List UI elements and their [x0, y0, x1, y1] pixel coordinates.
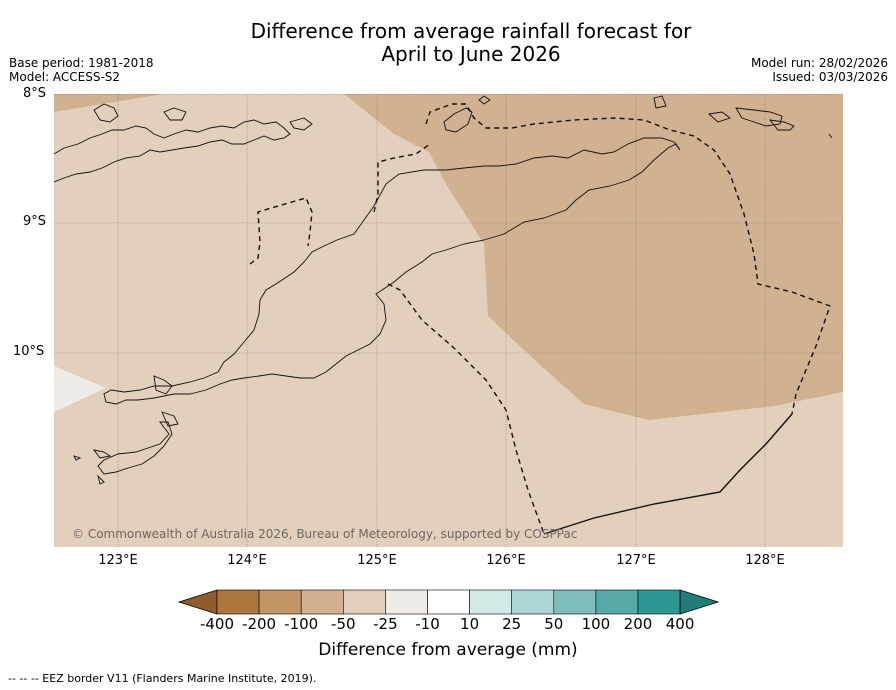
eez-footnote: -- -- -- EEZ border V11 (Flanders Marine… — [8, 672, 317, 685]
title-line-2: April to June 2026 — [381, 42, 561, 66]
colorbar-segment — [553, 589, 597, 615]
lon-label-123e: 123°E — [98, 553, 138, 568]
colorbar-tick-label: 10 — [460, 615, 480, 633]
lon-label-125e: 125°E — [357, 553, 397, 568]
colorbar-tick-label: 100 — [581, 615, 611, 633]
chart-title: Difference from average rainfall forecas… — [0, 20, 896, 66]
title-line-1: Difference from average rainfall forecas… — [250, 19, 692, 43]
colorbar-segment — [637, 589, 681, 615]
colorbar-label: Difference from average (mm) — [318, 640, 578, 660]
colorbar-segments — [178, 589, 720, 615]
base-period: Base period: 1981-2018 — [9, 56, 154, 70]
lon-label-127e: 127°E — [616, 553, 656, 568]
lon-label-124e: 124°E — [227, 553, 267, 568]
coast-timor — [103, 137, 681, 405]
colorbar-segment — [258, 589, 302, 615]
colorbar-segment — [343, 589, 386, 615]
coast-alor-islands — [443, 95, 491, 133]
eez-line-south-solid — [543, 413, 793, 535]
colorbar-tick-label: -25 — [373, 615, 398, 633]
colorbar-segment — [427, 589, 470, 615]
issued-date: Issued: 03/03/2026 — [772, 70, 888, 84]
anomaly-region-minus-10 — [54, 366, 106, 412]
colorbar-segment — [385, 589, 428, 615]
coast-sumba-rote — [73, 375, 179, 485]
colorbar-segment — [469, 589, 513, 615]
grid-lines — [54, 94, 843, 547]
rainfall-map: © Commonwealth of Australia 2026, Bureau… — [54, 94, 843, 547]
colorbar-tick-label: 25 — [502, 615, 522, 633]
coast-wetar-east — [653, 95, 833, 139]
coastlines — [54, 95, 833, 485]
model-name: Model: ACCESS-S2 — [9, 70, 121, 84]
colorbar-segment — [216, 589, 260, 615]
colorbar-segment — [595, 589, 639, 615]
colorbar-tick-label: -100 — [284, 615, 319, 633]
eez-line-central — [373, 143, 431, 213]
colorbar — [178, 589, 720, 615]
colorbar-segment — [300, 589, 344, 615]
colorbar-tick-label: -50 — [331, 615, 356, 633]
eez-line-timor-sea — [387, 283, 545, 535]
copyright-text: © Commonwealth of Australia 2026, Bureau… — [72, 527, 577, 541]
anomaly-region-minus-50 — [344, 94, 843, 420]
colorbar-tick-label: 200 — [623, 615, 653, 633]
coast-flores-islands — [54, 119, 291, 183]
colorbar-tick-label: 50 — [544, 615, 564, 633]
lon-label-126e: 126°E — [486, 553, 526, 568]
colorbar-arrow-low — [178, 589, 218, 615]
colorbar-tick-label: 400 — [665, 615, 695, 633]
lat-label-8s: 8°S — [23, 86, 47, 101]
colorbar-segment — [511, 589, 555, 615]
anomaly-region-top-left — [54, 94, 164, 112]
run-info: Model run: 28/02/2026 Issued: 03/03/2026 — [751, 56, 888, 84]
colorbar-tick-label: -400 — [199, 615, 235, 633]
colorbar-arrow-high — [679, 589, 720, 615]
lat-label-10s: 10°S — [13, 344, 45, 359]
eez-border — [249, 103, 831, 535]
lon-label-128e: 128°E — [745, 553, 785, 568]
model-run-date: Model run: 28/02/2026 — [750, 56, 888, 70]
model-info: Base period: 1981-2018 Model: ACCESS-S2 — [9, 56, 154, 84]
eez-line-main — [425, 103, 831, 415]
lat-label-9s: 9°S — [23, 214, 47, 229]
coast-islands-north — [93, 103, 313, 131]
colorbar-tick-label: -200 — [242, 615, 277, 633]
colorbar-tick-label: -10 — [415, 615, 440, 633]
